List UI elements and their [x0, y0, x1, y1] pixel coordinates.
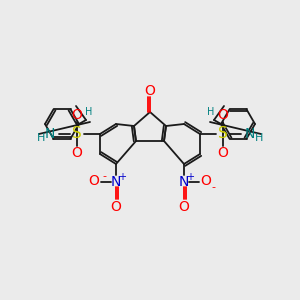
Text: O: O — [178, 200, 189, 214]
Text: H: H — [255, 133, 263, 143]
Text: +: + — [118, 172, 126, 182]
Text: H: H — [37, 133, 45, 143]
Text: H: H — [207, 107, 215, 117]
Text: O: O — [111, 200, 122, 214]
Text: O: O — [72, 146, 83, 160]
Text: O: O — [218, 108, 228, 122]
Text: O: O — [88, 174, 99, 188]
Text: O: O — [72, 108, 83, 122]
Text: N: N — [45, 127, 55, 141]
Text: O: O — [201, 174, 212, 188]
Text: S: S — [72, 127, 82, 142]
Text: O: O — [218, 146, 228, 160]
Text: N: N — [111, 175, 121, 189]
Text: O: O — [145, 84, 155, 98]
Text: -: - — [102, 171, 106, 181]
Text: N: N — [179, 175, 189, 189]
Text: +: + — [186, 172, 194, 182]
Text: S: S — [218, 127, 228, 142]
Text: N: N — [245, 127, 255, 141]
Text: -: - — [211, 182, 215, 192]
Text: H: H — [85, 107, 93, 117]
